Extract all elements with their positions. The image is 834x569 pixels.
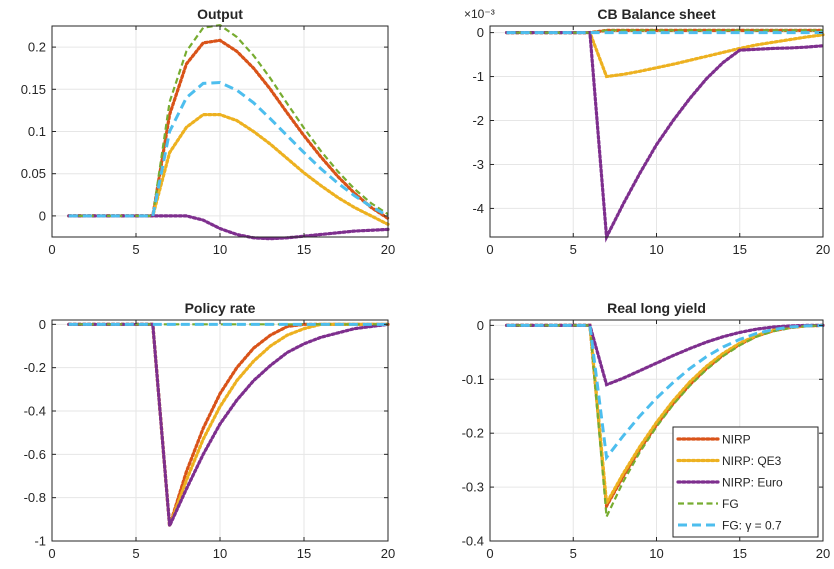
- x-tick-label: 15: [297, 242, 311, 257]
- x-tick-label: 5: [132, 546, 139, 561]
- x-tick-label: 0: [48, 242, 55, 257]
- y-tick-label: -0.1: [462, 372, 484, 387]
- panel-title: Output: [197, 6, 243, 22]
- x-tick-label: 10: [649, 546, 663, 561]
- series-line-fg: [506, 29, 823, 34]
- y-tick-label: -0.3: [462, 480, 484, 495]
- x-tick-label: 5: [570, 546, 577, 561]
- y-tick-label: 0.05: [21, 166, 46, 181]
- y-tick-label: 0: [39, 208, 46, 223]
- x-tick-label: 10: [213, 546, 227, 561]
- x-tick-label: 5: [570, 242, 577, 257]
- panel-title: Real long yield: [607, 300, 706, 316]
- y-tick-label: -1: [34, 534, 46, 549]
- series-line-fg-0-7: [506, 323, 824, 462]
- x-tick-label: 10: [213, 242, 227, 257]
- x-tick-label: 15: [733, 546, 747, 561]
- y-tick-label: -3: [472, 157, 484, 172]
- panel-policy-rate: 0 5 10 15 20 -1 -0.8 -0.6 -0.4 -0.2 0 Policy rate: [24, 300, 396, 561]
- y-tick-label: -0.2: [462, 426, 484, 441]
- x-tick-label: 20: [381, 546, 395, 561]
- series-line-fg: [68, 24, 389, 217]
- x-tick-label: 5: [132, 242, 139, 257]
- y-tick-label: 0.2: [28, 40, 46, 55]
- legend: NIRP NIRP: QE3 NIRP: Euro FG FG: γ = 0.7: [672, 426, 819, 538]
- y-tick-label: 0: [39, 317, 46, 332]
- y-tick-label: -0.6: [24, 447, 46, 462]
- x-tick-label: 0: [486, 546, 493, 561]
- x-tick-label: 15: [733, 242, 747, 257]
- x-tick-label: 20: [816, 546, 830, 561]
- legend-label-nirp: NIRP: [722, 433, 751, 447]
- x-tick-label: 15: [297, 546, 311, 561]
- x-tick-label: 20: [381, 242, 395, 257]
- panel-title: CB Balance sheet: [597, 6, 716, 22]
- y-tick-label: -0.2: [24, 360, 46, 375]
- legend-label-nirp-euro: NIRP: Euro: [722, 476, 783, 490]
- y-tick-label: -2: [472, 113, 484, 128]
- y-tick-label: -0.4: [462, 534, 484, 549]
- legend-label-nirp-qe3: NIRP: QE3: [722, 454, 782, 468]
- x-tick-label: 10: [649, 242, 663, 257]
- panel-title: Policy rate: [185, 300, 256, 316]
- y-tick-label: -0.4: [24, 404, 46, 419]
- y-tick-label: 0: [477, 318, 484, 333]
- y-tick-label: 0: [477, 25, 484, 40]
- y-tick-label: -0.8: [24, 490, 46, 505]
- y-tick-label: -1: [472, 69, 484, 84]
- legend-label-fg-0-7: FG: γ = 0.7: [722, 519, 782, 533]
- legend-label-fg: FG: [722, 497, 739, 511]
- series-line-fg-0-7: [68, 81, 389, 218]
- y-tick-label: 0.1: [28, 124, 46, 139]
- x-tick-label: 0: [486, 242, 493, 257]
- x-tick-label: 0: [48, 546, 55, 561]
- x-tick-label: 20: [816, 242, 830, 257]
- y-tick-label: -4: [472, 201, 484, 216]
- y-tick-label: 0.15: [21, 82, 46, 97]
- series-line-fg: [506, 324, 824, 521]
- panel-output: 0 5 10 15 20 0 0.05 0.1 0.15 0.2 Output: [21, 6, 396, 257]
- axis-scale-label: ×10⁻³: [464, 7, 495, 21]
- panel-cb-balance-sheet: 0 5 10 15 20 -4 -3 -2 -1 0 CB Balance sheet ×10⁻³: [464, 6, 830, 257]
